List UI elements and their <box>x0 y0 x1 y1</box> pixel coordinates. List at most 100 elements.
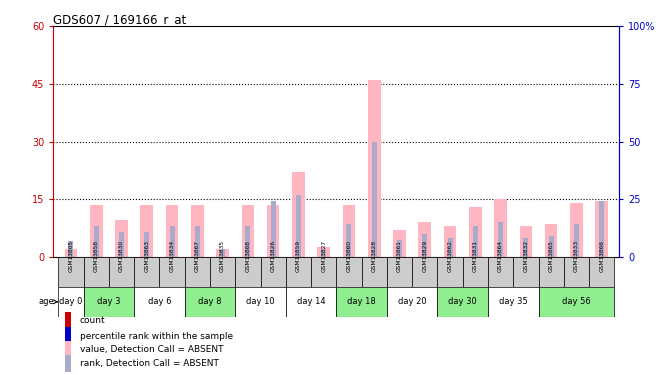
Text: GDS607 / 169166_r_at: GDS607 / 169166_r_at <box>53 13 186 26</box>
Text: day 10: day 10 <box>246 297 275 306</box>
Text: rank, Detection Call = ABSENT: rank, Detection Call = ABSENT <box>80 359 218 368</box>
Text: day 30: day 30 <box>448 297 477 306</box>
Bar <box>194 226 200 257</box>
Text: GSM13805: GSM13805 <box>69 240 73 272</box>
FancyBboxPatch shape <box>286 257 311 287</box>
Text: percentile rank within the sample: percentile rank within the sample <box>80 332 233 340</box>
Text: GSM13865: GSM13865 <box>549 240 553 272</box>
FancyBboxPatch shape <box>412 257 438 287</box>
FancyBboxPatch shape <box>184 257 210 287</box>
Bar <box>69 242 73 257</box>
FancyBboxPatch shape <box>235 257 260 287</box>
Bar <box>498 222 503 257</box>
Bar <box>397 240 402 257</box>
Text: GSM13863: GSM13863 <box>145 240 149 272</box>
Text: day 35: day 35 <box>499 297 527 306</box>
Bar <box>393 230 406 257</box>
Bar <box>549 236 553 257</box>
Text: GSM13860: GSM13860 <box>346 240 352 272</box>
Text: day 56: day 56 <box>562 297 591 306</box>
Bar <box>184 287 235 317</box>
FancyBboxPatch shape <box>564 257 589 287</box>
FancyBboxPatch shape <box>589 257 614 287</box>
Bar <box>422 234 428 257</box>
Text: day 6: day 6 <box>148 297 171 306</box>
Bar <box>141 205 153 257</box>
FancyBboxPatch shape <box>260 257 286 287</box>
Text: day 20: day 20 <box>398 297 426 306</box>
Text: GSM13829: GSM13829 <box>422 240 428 272</box>
FancyBboxPatch shape <box>387 257 412 287</box>
Bar <box>270 201 276 257</box>
Bar <box>94 226 99 257</box>
Bar <box>296 195 301 257</box>
Bar <box>545 224 557 257</box>
Text: GSM13826: GSM13826 <box>270 240 276 272</box>
Bar <box>519 226 532 257</box>
FancyBboxPatch shape <box>84 257 109 287</box>
Text: day 3: day 3 <box>97 297 121 306</box>
Bar <box>321 249 326 257</box>
Bar <box>346 224 352 257</box>
FancyBboxPatch shape <box>513 257 539 287</box>
Bar <box>372 141 377 257</box>
Text: GSM13859: GSM13859 <box>296 240 301 272</box>
Bar <box>448 238 453 257</box>
FancyBboxPatch shape <box>463 257 488 287</box>
Bar <box>145 232 149 257</box>
Text: GSM13827: GSM13827 <box>321 240 326 272</box>
Bar <box>599 201 604 257</box>
Text: GSM13833: GSM13833 <box>574 240 579 272</box>
Bar <box>318 247 330 257</box>
Bar <box>119 232 124 257</box>
FancyBboxPatch shape <box>109 257 134 287</box>
Bar <box>235 287 286 317</box>
Bar <box>286 287 336 317</box>
Bar <box>115 220 128 257</box>
Text: GSM13864: GSM13864 <box>498 240 503 272</box>
Text: day 0: day 0 <box>59 297 83 306</box>
Bar <box>494 199 507 257</box>
FancyBboxPatch shape <box>159 257 184 287</box>
Text: GSM13866: GSM13866 <box>599 240 604 272</box>
Bar <box>220 249 225 257</box>
Bar <box>166 205 178 257</box>
FancyBboxPatch shape <box>539 257 564 287</box>
FancyBboxPatch shape <box>134 257 159 287</box>
Bar <box>90 205 103 257</box>
Bar <box>469 207 482 257</box>
Bar <box>418 222 431 257</box>
Text: day 14: day 14 <box>297 297 326 306</box>
Bar <box>574 224 579 257</box>
Text: age: age <box>39 297 55 306</box>
Bar <box>523 238 528 257</box>
Text: GSM13867: GSM13867 <box>195 240 200 272</box>
FancyBboxPatch shape <box>438 257 463 287</box>
Bar <box>595 201 608 257</box>
Bar <box>387 287 438 317</box>
Bar <box>488 287 539 317</box>
Bar <box>473 226 478 257</box>
Text: value, Detection Call = ABSENT: value, Detection Call = ABSENT <box>80 345 223 354</box>
Text: GSM13861: GSM13861 <box>397 240 402 272</box>
Text: day 18: day 18 <box>347 297 376 306</box>
Text: GSM13828: GSM13828 <box>372 240 377 272</box>
FancyBboxPatch shape <box>362 257 387 287</box>
Bar <box>570 203 583 257</box>
Bar <box>65 341 71 358</box>
Bar <box>342 205 355 257</box>
FancyBboxPatch shape <box>59 257 84 287</box>
Bar <box>245 226 250 257</box>
Bar <box>84 287 134 317</box>
Bar <box>170 226 174 257</box>
Text: GSM13868: GSM13868 <box>245 240 250 272</box>
Bar <box>191 205 204 257</box>
Text: GSM13832: GSM13832 <box>523 240 528 272</box>
Text: GSM13858: GSM13858 <box>94 240 99 272</box>
Text: GSM13830: GSM13830 <box>119 240 124 272</box>
Bar <box>336 287 387 317</box>
Bar <box>267 205 280 257</box>
FancyBboxPatch shape <box>210 257 235 287</box>
Bar <box>438 287 488 317</box>
Bar <box>444 226 456 257</box>
